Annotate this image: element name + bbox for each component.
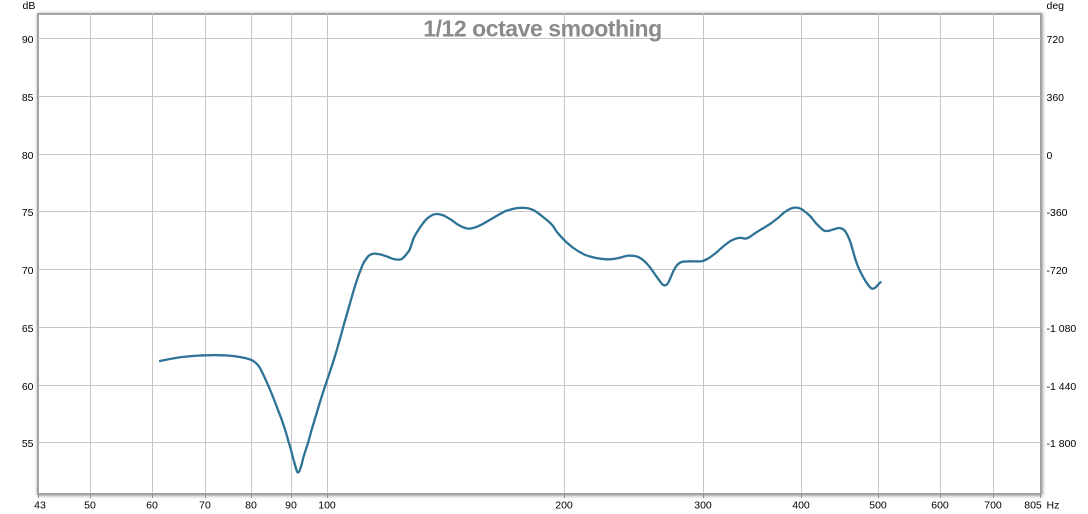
svg-text:-1 080: -1 080 [1047, 323, 1077, 335]
svg-text:-720: -720 [1047, 265, 1068, 277]
svg-text:dB: dB [23, 0, 36, 12]
svg-text:100: 100 [318, 500, 336, 512]
svg-text:-1 800: -1 800 [1047, 438, 1077, 450]
svg-text:300: 300 [694, 500, 712, 512]
svg-text:60: 60 [22, 381, 34, 393]
svg-text:360: 360 [1047, 92, 1065, 104]
svg-text:43: 43 [34, 500, 46, 512]
svg-text:600: 600 [931, 500, 949, 512]
svg-text:80: 80 [22, 150, 34, 162]
svg-text:75: 75 [22, 207, 34, 219]
svg-text:55: 55 [22, 438, 34, 450]
svg-text:70: 70 [22, 265, 34, 277]
svg-text:700: 700 [984, 500, 1002, 512]
svg-text:200: 200 [555, 500, 573, 512]
svg-text:70: 70 [199, 500, 211, 512]
svg-text:0: 0 [1047, 150, 1053, 162]
svg-text:deg: deg [1047, 0, 1065, 12]
svg-text:720: 720 [1047, 34, 1065, 46]
svg-text:90: 90 [285, 500, 297, 512]
svg-text:-360: -360 [1047, 207, 1068, 219]
svg-text:Hz: Hz [1047, 500, 1060, 512]
svg-text:60: 60 [146, 500, 158, 512]
svg-text:65: 65 [22, 323, 34, 335]
svg-text:805: 805 [1024, 500, 1042, 512]
svg-text:400: 400 [792, 500, 810, 512]
svg-text:1/12 octave smoothing: 1/12 octave smoothing [423, 16, 662, 42]
svg-text:80: 80 [245, 500, 257, 512]
svg-text:90: 90 [22, 34, 34, 46]
svg-text:50: 50 [84, 500, 96, 512]
svg-text:500: 500 [869, 500, 887, 512]
svg-text:-1 440: -1 440 [1047, 381, 1077, 393]
svg-text:85: 85 [22, 92, 34, 104]
